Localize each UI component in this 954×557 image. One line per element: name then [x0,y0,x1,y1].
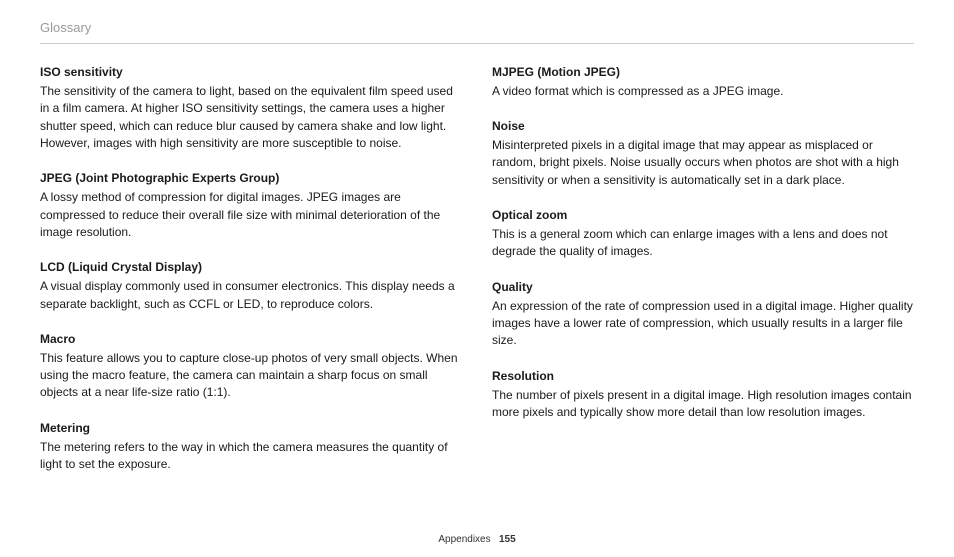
glossary-entry: Quality An expression of the rate of com… [492,279,914,350]
glossary-term: MJPEG (Motion JPEG) [492,64,914,81]
glossary-term: Optical zoom [492,207,914,224]
glossary-term: ISO sensitivity [40,64,462,81]
header-title: Glossary [40,20,91,35]
glossary-definition: An expression of the rate of compression… [492,298,914,350]
glossary-term: Resolution [492,368,914,385]
glossary-entry: LCD (Liquid Crystal Display) A visual di… [40,259,462,313]
glossary-term: Metering [40,420,462,437]
glossary-entry: ISO sensitivity The sensitivity of the c… [40,64,462,152]
glossary-entry: Resolution The number of pixels present … [492,368,914,422]
glossary-entry: Metering The metering refers to the way … [40,420,462,474]
content-area: ISO sensitivity The sensitivity of the c… [40,64,914,491]
page-footer: Appendixes 155 [0,534,954,545]
glossary-definition: A lossy method of compression for digita… [40,189,462,241]
glossary-term: Noise [492,118,914,135]
glossary-definition: This is a general zoom which can enlarge… [492,226,914,261]
left-column: ISO sensitivity The sensitivity of the c… [40,64,462,491]
glossary-definition: Misinterpreted pixels in a digital image… [492,137,914,189]
glossary-entry: Noise Misinterpreted pixels in a digital… [492,118,914,189]
glossary-entry: Optical zoom This is a general zoom whic… [492,207,914,261]
glossary-entry: MJPEG (Motion JPEG) A video format which… [492,64,914,100]
glossary-definition: This feature allows you to capture close… [40,350,462,402]
page-header: Glossary [40,20,914,44]
footer-page-number: 155 [499,534,516,545]
glossary-term: Quality [492,279,914,296]
glossary-entry: JPEG (Joint Photographic Experts Group) … [40,170,462,241]
glossary-definition: A visual display commonly used in consum… [40,278,462,313]
glossary-entry: Macro This feature allows you to capture… [40,331,462,402]
right-column: MJPEG (Motion JPEG) A video format which… [492,64,914,491]
glossary-term: LCD (Liquid Crystal Display) [40,259,462,276]
glossary-term: Macro [40,331,462,348]
glossary-definition: A video format which is compressed as a … [492,83,914,100]
glossary-definition: The metering refers to the way in which … [40,439,462,474]
glossary-definition: The number of pixels present in a digita… [492,387,914,422]
glossary-term: JPEG (Joint Photographic Experts Group) [40,170,462,187]
footer-section: Appendixes [438,534,490,545]
glossary-definition: The sensitivity of the camera to light, … [40,83,462,153]
